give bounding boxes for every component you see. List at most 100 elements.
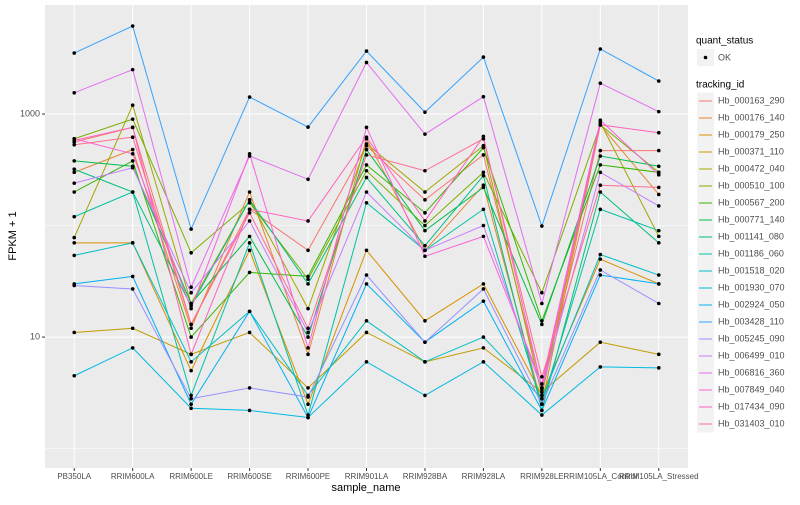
data-point bbox=[130, 24, 135, 28]
data-point bbox=[364, 142, 369, 146]
data-point bbox=[247, 219, 252, 223]
legend-title: tracking_id bbox=[696, 80, 744, 91]
data-point bbox=[364, 60, 369, 65]
data-point bbox=[306, 125, 310, 129]
data-point bbox=[247, 152, 252, 156]
legend-label: Hb_001518_020 bbox=[718, 265, 785, 275]
data-point bbox=[306, 395, 310, 399]
data-point bbox=[656, 241, 661, 245]
data-point bbox=[598, 268, 603, 272]
data-point bbox=[423, 393, 427, 398]
data-point bbox=[540, 382, 544, 386]
data-point bbox=[364, 273, 369, 277]
data-point bbox=[72, 170, 77, 175]
data-point bbox=[72, 241, 77, 245]
data-point bbox=[306, 413, 310, 417]
data-point bbox=[598, 207, 603, 212]
x-tick-label: RRIM928LA bbox=[462, 472, 506, 481]
data-point bbox=[540, 375, 544, 379]
data-point bbox=[306, 306, 310, 311]
data-point bbox=[306, 386, 310, 390]
data-point bbox=[540, 322, 544, 327]
data-point bbox=[598, 118, 603, 123]
data-point bbox=[598, 47, 603, 51]
data-point bbox=[306, 219, 310, 223]
data-point bbox=[423, 132, 427, 136]
data-point bbox=[364, 360, 369, 364]
data-point bbox=[481, 55, 486, 59]
data-point bbox=[189, 326, 193, 331]
x-axis-label: sample_name bbox=[331, 482, 400, 494]
data-point bbox=[247, 386, 252, 390]
data-point bbox=[189, 304, 193, 308]
data-point bbox=[189, 335, 193, 339]
data-point bbox=[72, 142, 77, 147]
data-point bbox=[306, 248, 310, 253]
data-point bbox=[72, 159, 77, 163]
data-point bbox=[306, 330, 310, 335]
legend-label: Hb_002924_050 bbox=[718, 299, 785, 309]
data-point bbox=[423, 168, 427, 173]
data-point bbox=[130, 103, 135, 108]
data-point bbox=[656, 148, 661, 153]
data-point bbox=[130, 287, 135, 291]
data-point bbox=[247, 270, 252, 275]
data-point bbox=[189, 227, 193, 231]
data-point bbox=[364, 248, 369, 253]
data-point bbox=[130, 125, 135, 130]
data-point bbox=[656, 79, 661, 83]
legend-label: Hb_001930_070 bbox=[718, 282, 785, 292]
data-point bbox=[481, 234, 486, 239]
data-point bbox=[130, 190, 135, 194]
y-tick-label: 10 bbox=[30, 331, 40, 341]
data-point bbox=[189, 396, 193, 401]
data-point bbox=[656, 228, 661, 233]
legend-label: Hb_001141_080 bbox=[718, 231, 784, 241]
x-tick-label: RRIM600LE bbox=[169, 472, 213, 481]
data-point bbox=[72, 283, 77, 288]
data-point bbox=[598, 257, 603, 261]
data-point bbox=[598, 154, 603, 158]
data-point bbox=[130, 67, 135, 72]
data-point bbox=[540, 224, 544, 228]
legend-title: quant_status bbox=[696, 36, 753, 47]
data-point bbox=[423, 340, 427, 344]
data-point bbox=[598, 170, 603, 175]
data-point bbox=[247, 207, 252, 212]
data-point bbox=[364, 200, 369, 205]
data-point bbox=[189, 290, 193, 295]
legend-label: Hb_000567_200 bbox=[718, 197, 785, 207]
data-point bbox=[247, 330, 252, 335]
data-point bbox=[598, 252, 603, 257]
data-point bbox=[189, 306, 193, 311]
data-point bbox=[656, 130, 661, 135]
legend-label: Hb_000472_040 bbox=[718, 163, 785, 173]
data-point bbox=[364, 163, 369, 167]
data-point bbox=[189, 402, 193, 407]
data-point bbox=[540, 396, 544, 401]
data-point bbox=[247, 198, 252, 202]
data-point bbox=[364, 153, 369, 157]
data-point bbox=[656, 164, 661, 169]
x-tick-label: RRIM105LA_Stressed bbox=[619, 472, 699, 481]
data-point bbox=[656, 234, 661, 239]
legend-label: Hb_017434_090 bbox=[718, 401, 785, 411]
data-point bbox=[247, 408, 252, 413]
data-point bbox=[130, 117, 135, 121]
x-tick-label: PB350LA bbox=[57, 472, 91, 481]
data-point bbox=[364, 175, 369, 180]
data-point bbox=[423, 190, 427, 194]
data-point bbox=[247, 200, 252, 205]
data-point bbox=[598, 190, 603, 194]
data-point bbox=[423, 228, 427, 233]
data-point bbox=[423, 198, 427, 202]
y-axis-label: FPKM + 1 bbox=[7, 211, 19, 260]
data-point bbox=[481, 335, 486, 339]
legend-label: Hb_000771_140 bbox=[718, 214, 785, 224]
data-point bbox=[72, 51, 77, 55]
data-point bbox=[72, 330, 77, 335]
data-point bbox=[72, 253, 77, 258]
data-point bbox=[423, 254, 427, 259]
data-point bbox=[481, 185, 486, 190]
